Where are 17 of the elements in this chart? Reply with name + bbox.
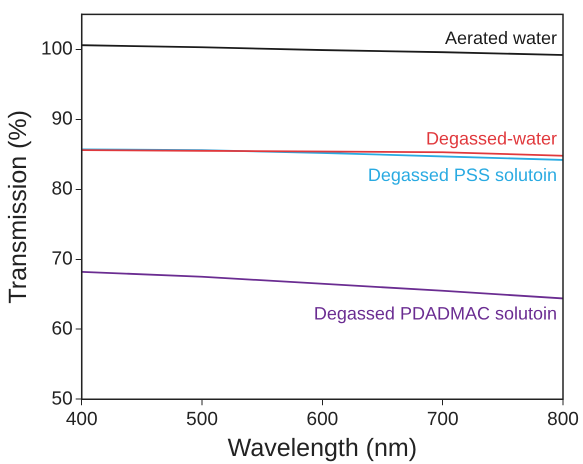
y-tick-label: 60 [52, 318, 73, 340]
y-tick-label: 50 [52, 388, 73, 410]
y-axis-title: Transmission (%) [4, 110, 32, 304]
y-tick-label: 70 [52, 248, 73, 270]
x-tick-label: 800 [547, 408, 579, 430]
x-tick-label: 500 [186, 408, 218, 430]
y-tick-label: 90 [52, 108, 73, 130]
x-tick-label: 700 [426, 408, 459, 430]
y-tick-label: 100 [41, 38, 73, 60]
series-label: Degassed PSS solutoin [368, 164, 557, 185]
x-tick-label: 400 [66, 408, 98, 430]
series-label: Degassed PDADMAC solutoin [314, 303, 557, 324]
x-axis-title: Wavelength (nm) [228, 434, 418, 462]
series-label: Degassed-water [426, 128, 558, 149]
series-label: Aerated water [444, 28, 558, 48]
y-tick-label: 80 [52, 178, 73, 200]
x-tick-label: 600 [306, 408, 338, 430]
